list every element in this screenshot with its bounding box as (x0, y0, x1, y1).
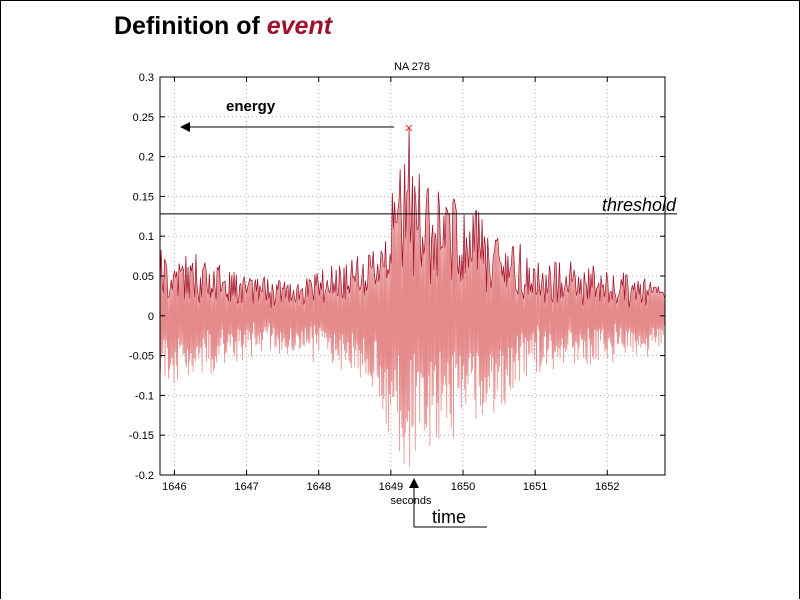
y-tick-label: -0.1 (135, 390, 154, 402)
x-tick-label: 1646 (162, 481, 186, 493)
time-label: time (432, 507, 466, 527)
y-tick-label: 0 (148, 311, 154, 323)
y-tick-label: 0.25 (133, 112, 154, 124)
signal-line (160, 127, 665, 309)
y-tick-label: 0.2 (139, 152, 154, 164)
slide-title-prefix: Definition of (114, 12, 267, 40)
y-tick-label: -0.15 (129, 430, 154, 442)
energy-label: energy (226, 98, 276, 115)
x-tick-label: 1647 (234, 481, 258, 493)
slide-title: Definition of event (114, 12, 332, 41)
x-axis-label: seconds (391, 495, 432, 507)
y-tick-label: -0.05 (129, 351, 154, 363)
axis-ticks: 1646 1647 1648 1649 1650 1651 1652 0.3 0.25 0.2 0.… (129, 72, 665, 493)
slide-title-accent: event (266, 12, 333, 40)
peak-marker-cross (405, 124, 413, 132)
x-tick-label: 1651 (523, 481, 547, 493)
y-tick-label: 0.15 (133, 191, 154, 203)
x-tick-label: 1652 (595, 481, 619, 493)
threshold-label: threshold (602, 195, 677, 215)
y-tick-label: 0.3 (139, 72, 154, 84)
y-tick-label: 0.05 (133, 271, 154, 283)
y-tick-label: 0.1 (139, 231, 154, 243)
x-tick-label: 1649 (379, 481, 403, 493)
x-tick-label: 1650 (451, 481, 475, 493)
signal-trace (160, 124, 665, 468)
x-tick-label: 1648 (306, 481, 330, 493)
chart-title: NA 278 (394, 61, 430, 73)
annotations: threshold energy time (160, 98, 677, 528)
y-tick-label: -0.2 (135, 470, 154, 482)
